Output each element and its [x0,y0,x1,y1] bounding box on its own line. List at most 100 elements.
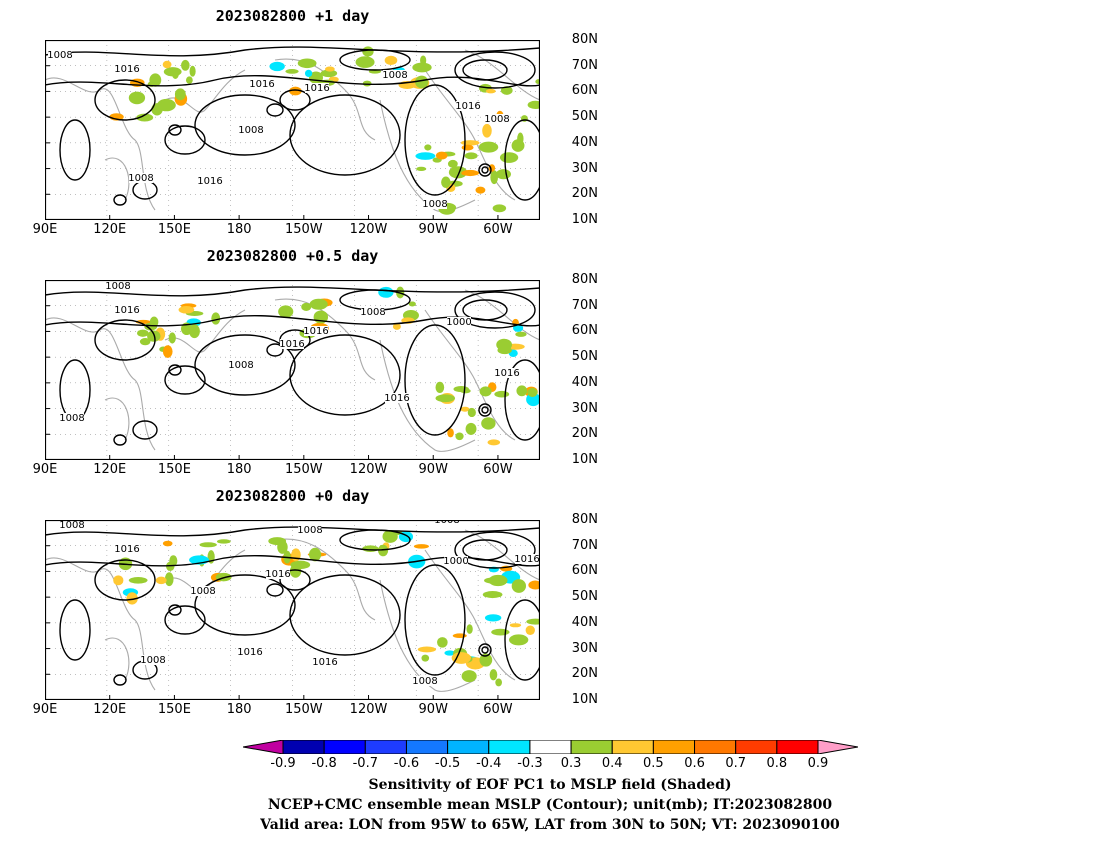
sensitivity-shade [465,422,477,435]
coastline [274,298,376,381]
colorbar-label: -0.5 [434,756,461,771]
lat-tick-label: 60N [571,323,598,339]
mslp-contour [404,324,466,436]
sensitivity-shade [384,55,398,65]
lon-tick-label: 120E [93,462,127,477]
sensitivity-shade [185,76,193,84]
sensitivity-shade [285,69,299,74]
sensitivity-shade [377,544,389,557]
contour-label-bg [485,114,509,124]
contour-label: 1016 [114,305,139,316]
mslp-contour [164,365,206,395]
mslp-contour [45,526,540,537]
contour-label-bg [198,176,222,186]
sensitivity-shade [479,653,493,667]
sensitivity-shade [128,91,146,105]
sensitivity-shade [181,59,190,71]
map-svg: 1008 1016 1016 1016 1008 1008 1016 1008 1016 1008… [45,40,540,220]
map-svg: 1008 1016 1008 1016 1008 1016 1000 1016 1016 1008 [45,280,540,460]
lon-tick-label: 180 [226,462,252,477]
colorbar-box [776,740,819,754]
mslp-contour [404,564,466,676]
mslp-contour [45,286,540,297]
mslp-contour [168,604,182,616]
lon-tick-label: 90E [32,702,58,717]
contour-label: 1008 [140,655,165,666]
map-frame [45,40,540,220]
contour-label-bg [229,360,253,370]
map-frame [45,520,540,700]
lat-tick-label: 40N [571,374,598,390]
contour-label-bg [456,101,480,111]
sensitivity-shade [535,79,540,85]
lon-tick-label: 150E [157,702,191,717]
sensitivity-shade [448,166,468,179]
sensitivity-shade [509,623,522,628]
contour-label: 1008 [422,199,447,210]
colorbar-label: 0.9 [807,756,829,771]
caption-line-3: Valid area: LON from 95W to 65W, LAT fro… [260,817,840,833]
contour-label-bg [515,554,539,564]
lon-tick-label: 150W [284,222,323,237]
colorbar-box [570,740,613,754]
colorbar-label: -0.8 [311,756,337,771]
lon-tick-label: 60W [483,222,513,237]
sensitivity-shade [485,88,496,94]
colorbar-label: 0.4 [601,756,623,771]
contour-label-bg [495,368,519,378]
contour-label: 1008 [412,676,437,687]
sensitivity-shade [447,159,458,168]
contour-label: 1016 [303,326,328,337]
sensitivity-shade [527,388,538,397]
colorbar-box [694,740,737,754]
sensitivity-shade [525,625,535,635]
contour-label: 1008 [47,50,72,61]
contour-label-bg [106,281,130,291]
coastline [45,557,156,691]
sensitivity-shade [499,152,519,163]
sensitivity-shade [269,61,285,72]
contour-label-bg [48,50,72,60]
sensitivity-shade [174,88,186,101]
sensitivity-shade [490,170,499,185]
sensitivity-shade [162,345,173,358]
contour-label: 1000 [443,556,468,567]
sensitivity-shade [494,390,510,398]
mslp-contour [481,166,489,174]
lon-tick-label: 180 [226,702,252,717]
colorbar-box [611,740,654,754]
coastline [164,309,246,353]
coastline [104,637,130,681]
sensitivity-shade [435,394,456,403]
sensitivity-shade [495,678,502,687]
mslp-contour [94,79,156,121]
lon-tick-label: 120E [93,222,127,237]
lat-tick-label: 50N [571,109,598,125]
mslp-contour [279,89,311,111]
mslp-contour [94,319,156,361]
lon-tick-label: 90E [32,462,58,477]
map-panel: 1008 1016 1016 1016 1008 1008 1016 1008 1016 1008… [45,40,540,220]
mslp-contour [454,531,536,569]
contour-label-bg [423,199,447,209]
contour-label: 1008 [360,307,385,318]
coastline [274,58,376,141]
contour-label: 1016 [304,83,329,94]
sensitivity-shade [481,417,496,430]
contour-label-bg [313,657,337,667]
mslp-contour [266,343,284,357]
coastline [424,549,516,681]
sensitivity-shade [464,152,478,160]
contour-label: 1016 [265,569,290,580]
contour-label: 1008 [238,125,263,136]
sensitivity-shade [441,176,451,188]
contour-label-bg [435,520,459,525]
colorbar-label: 0.3 [560,756,582,771]
lat-tick-label: 30N [571,400,598,416]
sensitivity-shade [355,56,375,68]
contour-label: 1016 [114,64,139,75]
sensitivity-shade [189,324,200,339]
sensitivity-shade [178,305,195,314]
coastline [104,157,130,201]
contour-label: 1008 [382,70,407,81]
